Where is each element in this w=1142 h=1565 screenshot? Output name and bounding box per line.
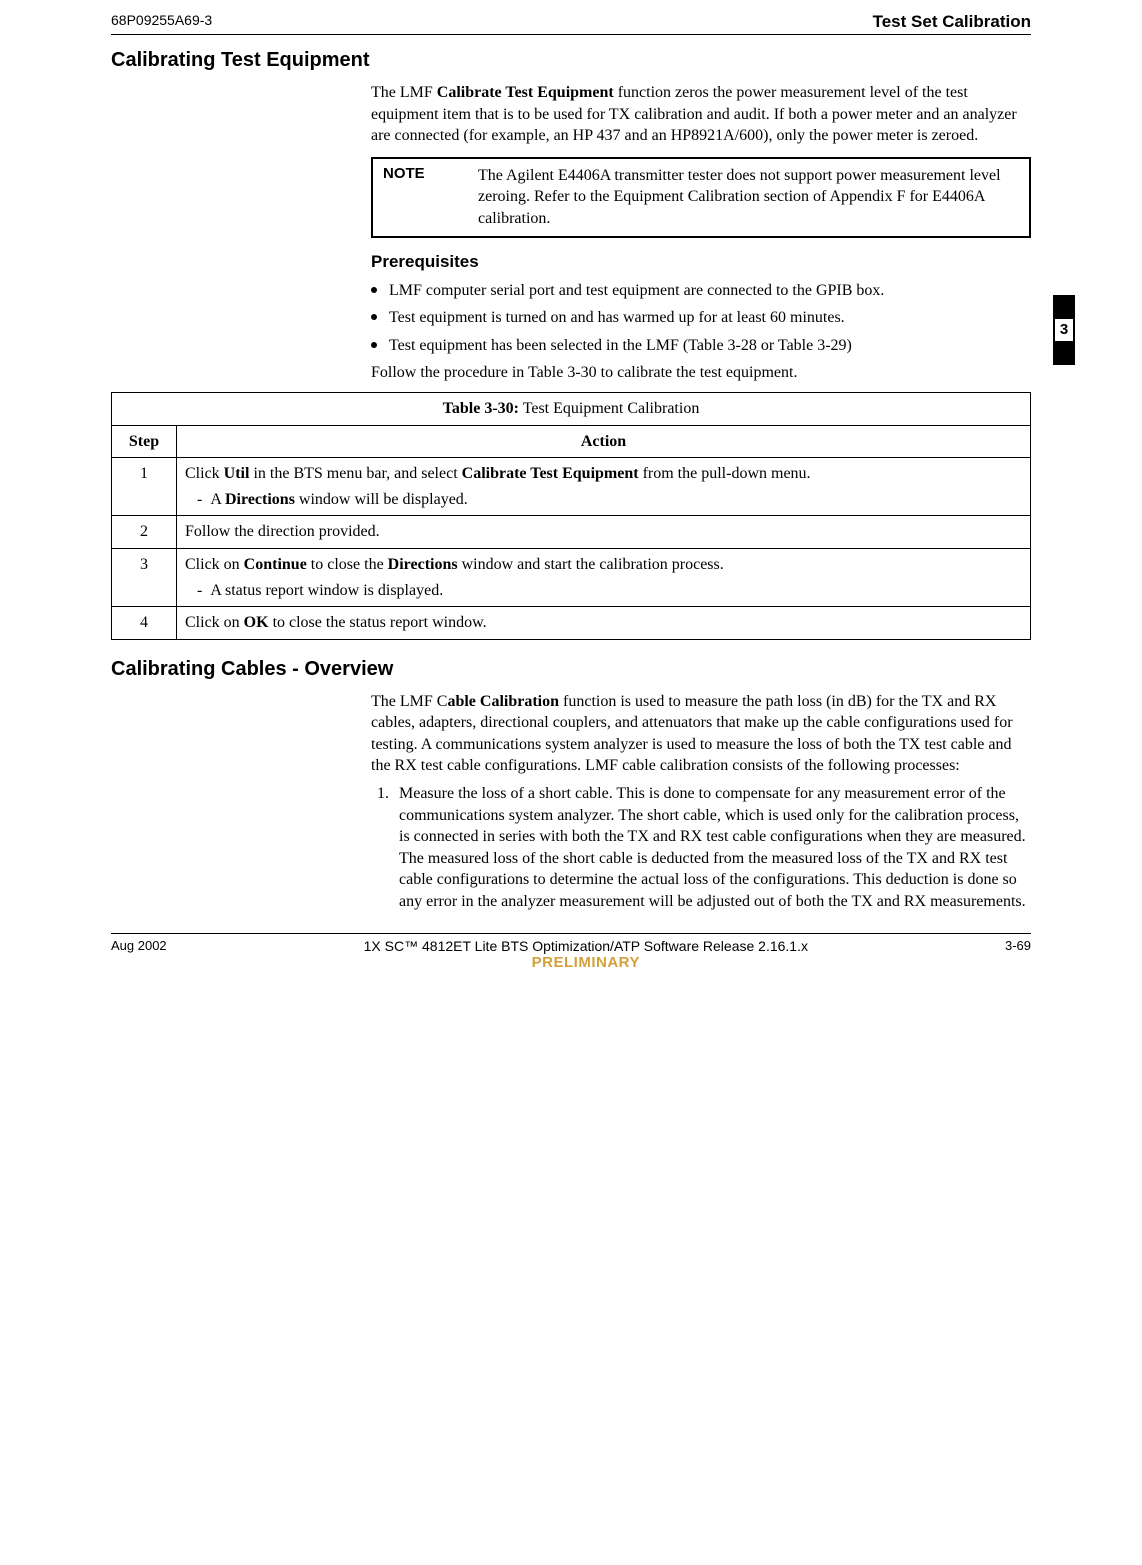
table-row: 4 Click on OK to close the status report… bbox=[112, 607, 1031, 640]
table-3-30: Table 3-30: Test Equipment Calibration S… bbox=[111, 392, 1031, 640]
table-row: 1 Click Util in the BTS menu bar, and se… bbox=[112, 458, 1031, 516]
step-cell: 4 bbox=[112, 607, 177, 640]
action-cell: Follow the direction provided. bbox=[177, 516, 1031, 549]
step-cell: 3 bbox=[112, 548, 177, 606]
heading-prerequisites: Prerequisites bbox=[371, 252, 1031, 272]
col-step: Step bbox=[112, 425, 177, 458]
page-footer: Aug 2002 1X SC™ 4812ET Lite BTS Optimiza… bbox=[111, 933, 1031, 971]
note-label: NOTE bbox=[383, 165, 478, 230]
section-title: Test Set Calibration bbox=[873, 12, 1031, 32]
intro-paragraph: The LMF Calibrate Test Equipment functio… bbox=[371, 82, 1031, 147]
step-cell: 2 bbox=[112, 516, 177, 549]
list-item: Test equipment has been selected in the … bbox=[371, 335, 1031, 357]
process-list: Measure the loss of a short cable. This … bbox=[371, 783, 1031, 913]
heading-calibrating-cables: Calibrating Cables - Overview bbox=[111, 658, 1031, 681]
doc-id: 68P09255A69-3 bbox=[111, 12, 212, 32]
footer-date: Aug 2002 bbox=[111, 938, 167, 953]
prerequisites-list: LMF computer serial port and test equipm… bbox=[371, 280, 1031, 357]
footer-title: 1X SC™ 4812ET Lite BTS Optimization/ATP … bbox=[167, 938, 1005, 954]
follow-paragraph: Follow the procedure in Table 3-30 to ca… bbox=[371, 362, 1031, 384]
table-caption: Table 3-30: Test Equipment Calibration bbox=[112, 392, 1031, 425]
note-box: NOTE The Agilent E4406A transmitter test… bbox=[371, 157, 1031, 238]
list-item: Test equipment is turned on and has warm… bbox=[371, 307, 1031, 329]
footer-page: 3-69 bbox=[1005, 938, 1031, 953]
action-cell: Click Util in the BTS menu bar, and sele… bbox=[177, 458, 1031, 516]
col-action: Action bbox=[177, 425, 1031, 458]
cables-intro: The LMF Cable Calibration function is us… bbox=[371, 691, 1031, 777]
table-row: 3 Click on Continue to close the Directi… bbox=[112, 548, 1031, 606]
chapter-number: 3 bbox=[1053, 317, 1075, 343]
footer-preliminary: PRELIMINARY bbox=[167, 954, 1005, 971]
step-cell: 1 bbox=[112, 458, 177, 516]
heading-calibrating-test-equipment: Calibrating Test Equipment bbox=[111, 49, 1031, 72]
page-header: 68P09255A69-3 Test Set Calibration bbox=[111, 12, 1031, 35]
chapter-tab: 3 bbox=[1053, 295, 1075, 365]
list-item: Measure the loss of a short cable. This … bbox=[393, 783, 1031, 913]
table-row: 2 Follow the direction provided. bbox=[112, 516, 1031, 549]
note-text: The Agilent E4406A transmitter tester do… bbox=[478, 165, 1019, 230]
action-cell: Click on Continue to close the Direction… bbox=[177, 548, 1031, 606]
action-cell: Click on OK to close the status report w… bbox=[177, 607, 1031, 640]
list-item: LMF computer serial port and test equipm… bbox=[371, 280, 1031, 302]
